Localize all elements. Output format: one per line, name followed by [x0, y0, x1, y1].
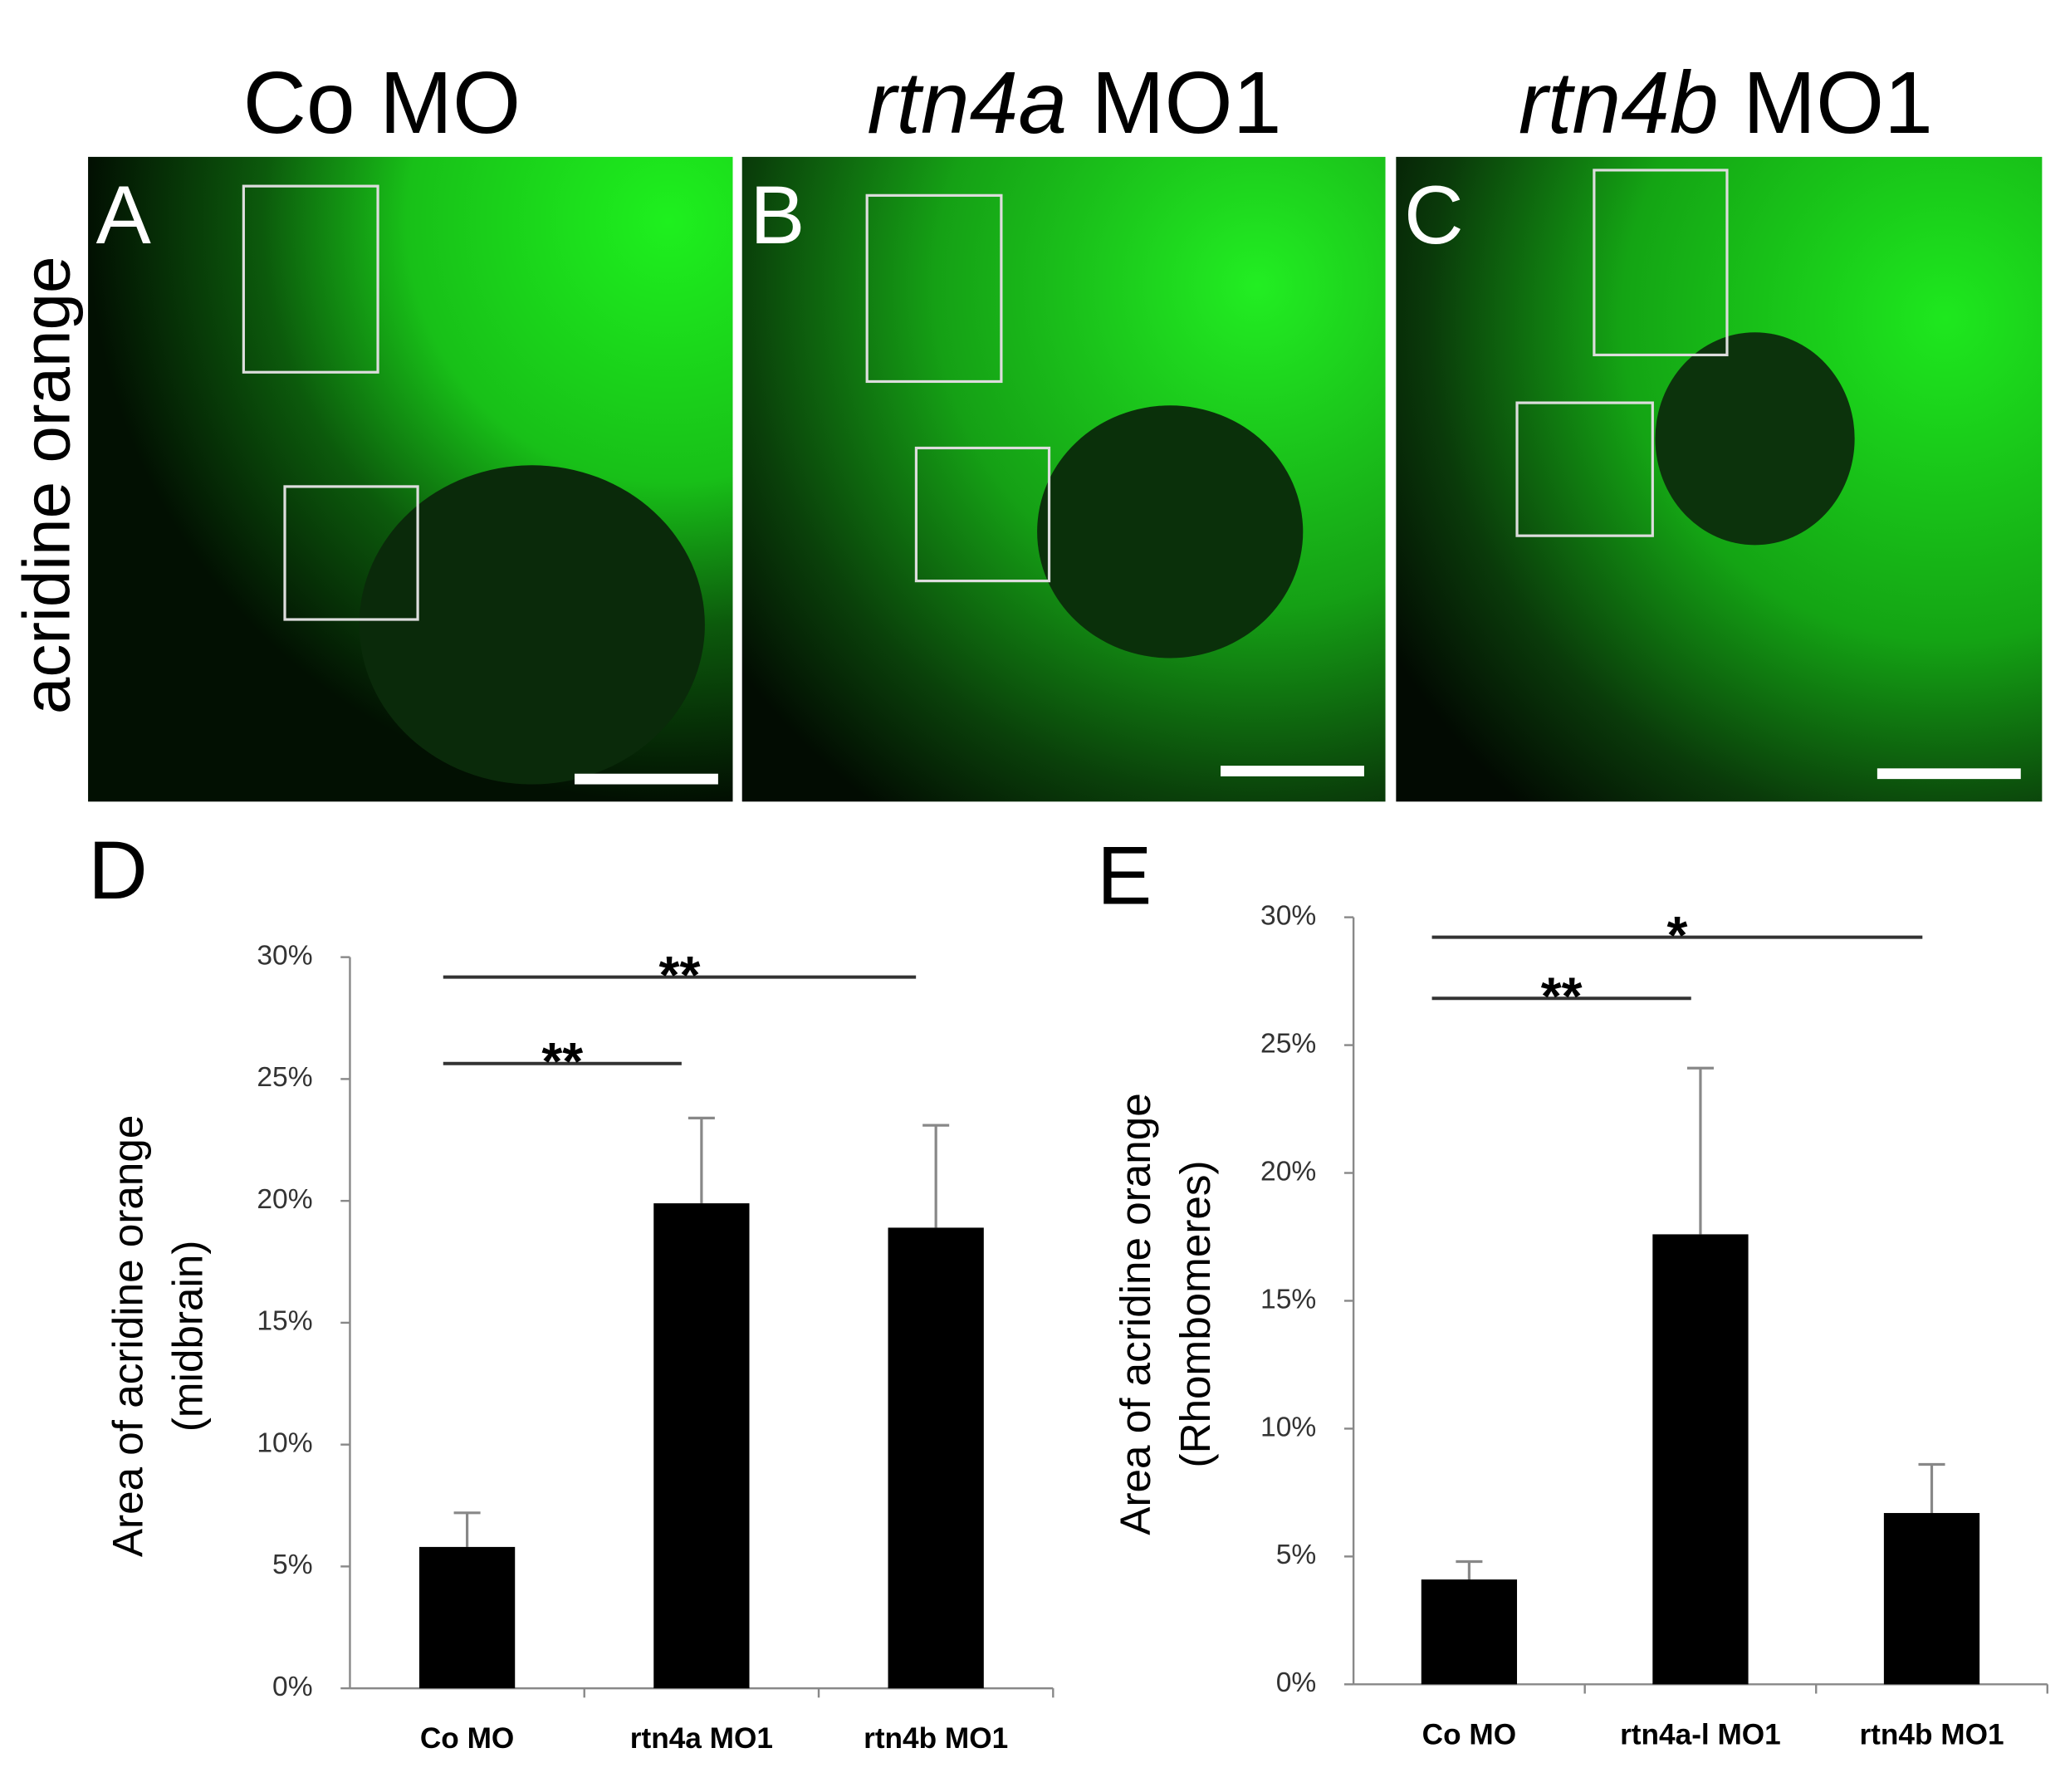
y-tick-label: 5% — [272, 1550, 313, 1580]
bar — [888, 1227, 984, 1689]
y-tick-label: 30% — [1260, 900, 1316, 931]
bar — [1883, 1513, 1980, 1685]
y-tick-label: 20% — [1260, 1156, 1316, 1187]
scale-bar — [1221, 766, 1364, 776]
row-label: acridine orange — [10, 256, 84, 714]
micrograph-detail — [1655, 332, 1855, 546]
micrograph-detail — [359, 465, 705, 785]
y-tick-label: 15% — [1260, 1284, 1316, 1315]
x-tick-label: Co MO — [1422, 1718, 1516, 1750]
header-text: MO1 — [1092, 54, 1282, 152]
x-tick-label: rtn4a-l MO1 — [1620, 1718, 1781, 1750]
roi-box — [283, 485, 419, 621]
scale-bar — [574, 773, 718, 785]
y-axis-label: (Rhombomeres) — [1172, 1160, 1219, 1467]
micrograph-detail — [1037, 405, 1304, 659]
y-tick-label: 0% — [272, 1672, 313, 1702]
y-tick-label: 25% — [1260, 1028, 1316, 1059]
panel-letter: A — [96, 169, 151, 262]
y-tick-label: 0% — [1276, 1667, 1317, 1698]
header-gene: rtn4b — [1519, 54, 1719, 152]
roi-box — [1515, 401, 1654, 537]
roi-box — [1593, 169, 1729, 357]
significance-label: ** — [1541, 966, 1583, 1026]
x-tick-label: rtn4a MO1 — [630, 1722, 773, 1755]
panel-letter: C — [1404, 169, 1464, 262]
scale-bar — [1877, 768, 2021, 780]
panel-header: rtn4b MO1 — [1519, 54, 1933, 152]
roi-box — [242, 184, 379, 374]
y-axis-label: Area of acridine orange — [105, 1115, 152, 1557]
x-tick-label: Co MO — [420, 1722, 514, 1755]
header-gene: rtn4a — [867, 54, 1067, 152]
roi-box — [865, 193, 1003, 384]
roi-box — [914, 446, 1051, 583]
y-tick-label: 20% — [257, 1184, 312, 1215]
bar — [418, 1546, 516, 1689]
x-tick-label: rtn4b MO1 — [864, 1722, 1008, 1755]
significance-label: * — [1666, 905, 1687, 965]
bar — [1421, 1579, 1518, 1685]
panel-header: Co MO — [243, 54, 521, 152]
panel-letter: D — [88, 825, 148, 917]
y-tick-label: 15% — [257, 1306, 312, 1337]
panel-header: rtn4a MO1 — [867, 54, 1281, 152]
y-tick-label: 25% — [257, 1062, 312, 1093]
x-tick-label: rtn4b MO1 — [1859, 1718, 2004, 1750]
significance-label: ** — [541, 1031, 583, 1091]
y-tick-label: 5% — [1276, 1540, 1317, 1570]
bar — [1652, 1234, 1749, 1685]
bar — [653, 1203, 750, 1689]
y-axis-label: (midbrain) — [164, 1241, 212, 1432]
y-axis-label: Area of acridine orange — [1112, 1093, 1159, 1535]
y-tick-label: 10% — [1260, 1412, 1316, 1442]
micrographs — [88, 156, 2043, 802]
header-text: Co MO — [243, 54, 521, 152]
panel-letter: B — [750, 169, 805, 262]
significance-label: ** — [659, 945, 701, 1005]
y-tick-label: 10% — [257, 1428, 312, 1459]
y-tick-label: 30% — [257, 941, 312, 972]
panel-letter: E — [1097, 830, 1152, 923]
header-text: MO1 — [1743, 54, 1933, 152]
